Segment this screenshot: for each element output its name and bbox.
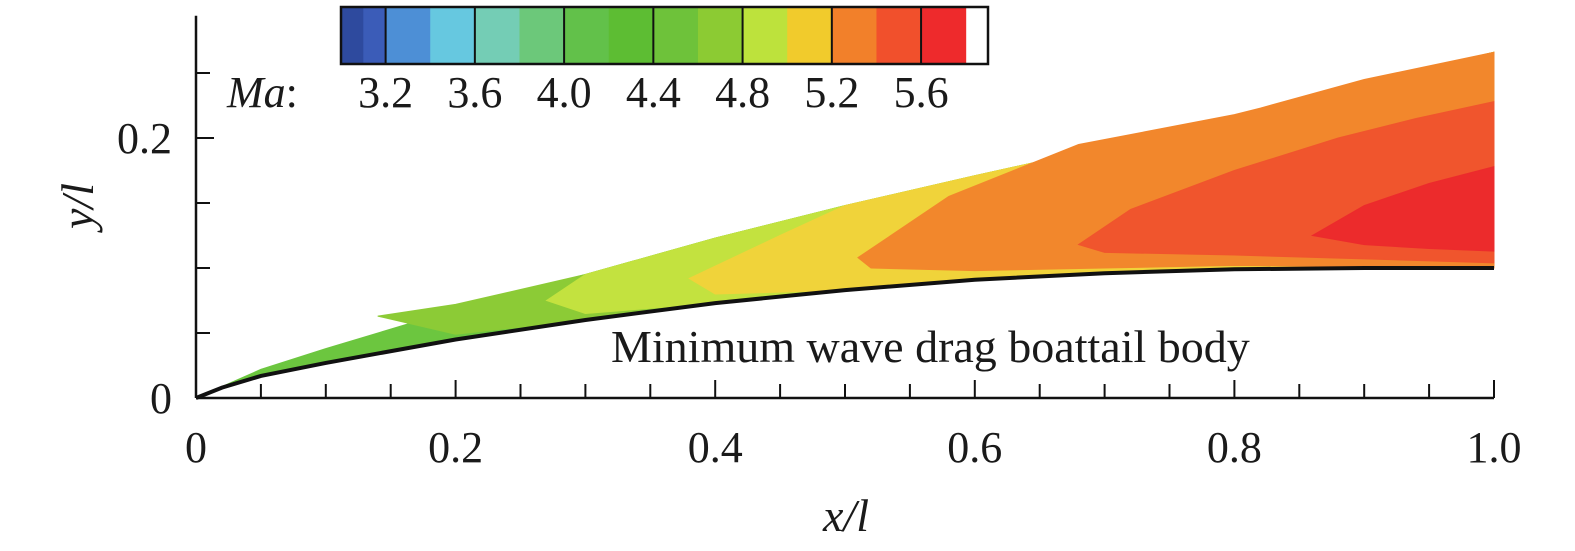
colorbar-swatch [385, 7, 431, 64]
colorbar-title: Ma: [226, 68, 298, 117]
colorbar-swatch [921, 7, 967, 64]
contour-region-7 [1310, 165, 1495, 252]
colorbar-swatch [474, 7, 520, 64]
colorbar-swatch [430, 7, 476, 64]
colorbar-swatch [787, 7, 833, 64]
y-tick-label: 0.2 [117, 114, 172, 163]
colorbar-swatch [876, 7, 922, 64]
colorbar [339, 5, 990, 66]
x-tick-label: 1.0 [1467, 423, 1522, 472]
x-tick-label: 0.8 [1207, 423, 1262, 472]
colorbar-label: 4.4 [626, 68, 681, 117]
colorbar-label: 5.2 [804, 68, 859, 117]
colorbar-title-sep: : [286, 68, 298, 117]
axes [194, 15, 1495, 400]
colorbar-title-var: Ma [226, 68, 286, 117]
colorbar-label: 4.8 [715, 68, 770, 117]
colorbar-swatch [697, 7, 744, 64]
y-axis-title: y/l [52, 183, 103, 233]
x-tick-label: 0.6 [947, 423, 1002, 472]
x-tick-label: 0 [185, 423, 207, 472]
contour-regions [195, 51, 1495, 399]
colorbar-label: 4.0 [537, 68, 592, 117]
x-axis-title: x/l [822, 490, 869, 541]
colorbar-swatch [519, 7, 565, 64]
x-tick-labels: 0 0.2 0.4 0.6 0.8 1.0 [185, 423, 1522, 472]
colorbar-swatch [363, 7, 387, 64]
y-tick-label: 0 [150, 374, 172, 423]
colorbar-swatch [742, 7, 788, 64]
body-annotation: Minimum wave drag boattail body [611, 321, 1250, 372]
colorbar-label: 3.2 [358, 68, 413, 117]
x-tick-label: 0.2 [428, 423, 483, 472]
boattail-body-curve [195, 266, 1494, 400]
colorbar-frame [339, 5, 990, 66]
colorbar-swatch [341, 7, 364, 64]
colorbar-label: 3.6 [447, 68, 502, 117]
colorbar-labels: 3.2 3.6 4.0 4.4 4.8 5.2 5.6 [358, 68, 948, 117]
x-tick-label: 0.4 [688, 423, 743, 472]
colorbar-swatch [831, 7, 877, 64]
y-tick-labels: 00.2 [117, 114, 172, 423]
colorbar-label: 5.6 [894, 68, 949, 117]
colorbar-swatch [653, 7, 699, 64]
colorbar-swatch [564, 7, 610, 64]
colorbar-swatch [608, 7, 654, 64]
